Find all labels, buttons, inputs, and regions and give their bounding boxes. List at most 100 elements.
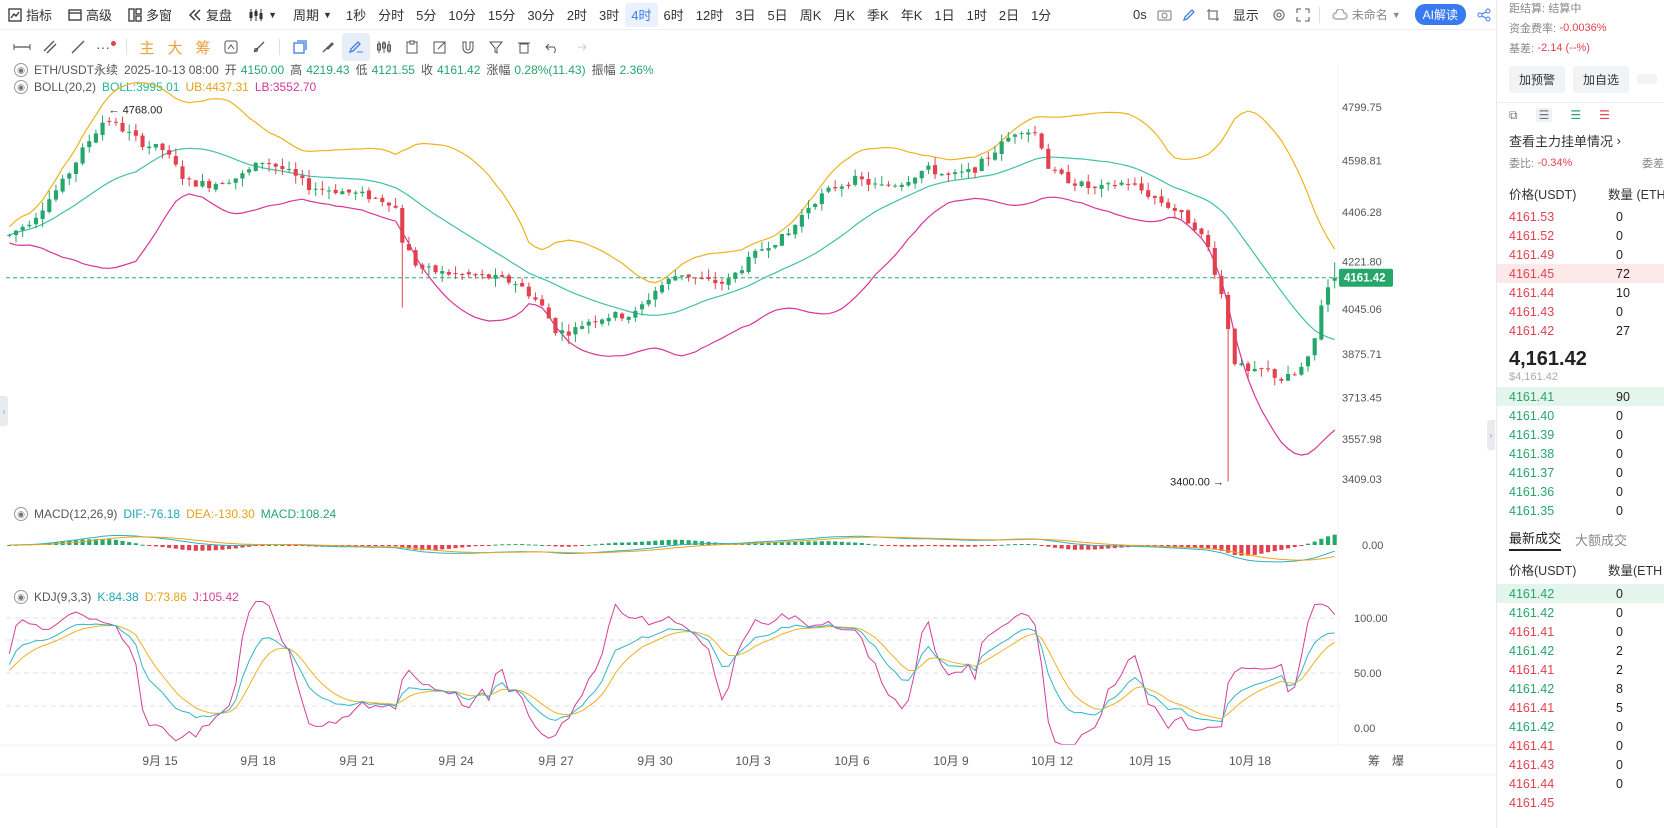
bid-row[interactable]: 4161.36 0 xyxy=(1497,482,1664,501)
bid-row[interactable]: 4161.35 0 xyxy=(1497,501,1664,520)
eye-icon[interactable]: ◉ xyxy=(14,80,28,94)
period-16[interactable]: 年K xyxy=(900,8,923,23)
ask-row[interactable]: 4161.42 27 xyxy=(1497,321,1664,340)
orderbook-bids-icon[interactable]: ☰ xyxy=(1570,108,1582,122)
right-collapse-handle[interactable]: › xyxy=(1487,420,1495,450)
add-watchlist-button[interactable]: 加自选 xyxy=(1573,65,1630,93)
period-18[interactable]: 1时 xyxy=(966,8,987,23)
period-5[interactable]: 30分 xyxy=(527,8,555,23)
period-20[interactable]: 1分 xyxy=(1031,8,1052,23)
chart-type-button[interactable]: ▼ xyxy=(240,0,285,30)
candle-tool-icon[interactable] xyxy=(370,33,398,61)
draw-active-icon[interactable] xyxy=(342,33,370,61)
more-button[interactable] xyxy=(1637,74,1658,84)
eye-icon[interactable]: ◉ xyxy=(14,507,28,521)
period-4[interactable]: 15分 xyxy=(487,8,516,23)
period-17[interactable]: 1日 xyxy=(934,8,955,23)
bid-row[interactable]: 4161.40 0 xyxy=(1497,406,1664,425)
period-0[interactable]: 1秒 xyxy=(345,8,367,23)
orderbook-both-icon[interactable]: ☰ xyxy=(1535,108,1553,122)
period-8[interactable]: 4时 xyxy=(625,2,658,27)
advanced-button[interactable]: 高级 xyxy=(60,0,120,30)
ask-row[interactable]: 4161.44 10 xyxy=(1497,283,1664,302)
redo-icon[interactable] xyxy=(566,33,594,61)
display-button[interactable]: 显示 xyxy=(1225,0,1267,30)
share-icon[interactable] xyxy=(1472,0,1496,30)
trade-row[interactable]: 4161.45 xyxy=(1497,793,1664,812)
replay-button[interactable]: 复盘 xyxy=(180,0,240,30)
ruler-icon[interactable] xyxy=(245,33,273,61)
parallel-lines-tool-icon[interactable] xyxy=(36,33,64,61)
period-9[interactable]: 6时 xyxy=(663,8,684,23)
bid-row[interactable]: 4161.39 0 xyxy=(1497,425,1664,444)
undo-icon[interactable] xyxy=(538,33,566,61)
camera-icon[interactable] xyxy=(1153,0,1177,30)
multi-window-button[interactable]: 多窗 xyxy=(120,0,180,30)
chip-tool[interactable]: 筹 xyxy=(195,39,211,57)
horizontal-line-tool-icon[interactable] xyxy=(8,33,36,61)
trade-row[interactable]: 4161.42 0 xyxy=(1497,584,1664,603)
trade-row[interactable]: 4161.42 0 xyxy=(1497,717,1664,736)
orderbook-asks-icon[interactable]: ☰ xyxy=(1599,108,1610,122)
bid-row[interactable]: 4161.38 0 xyxy=(1497,444,1664,463)
note-icon[interactable] xyxy=(426,33,454,61)
large-trades-tab[interactable]: 大额成交 xyxy=(1575,532,1628,548)
ask-row[interactable]: 4161.45 72 xyxy=(1497,264,1664,283)
bid-row[interactable]: 4161.41 90 xyxy=(1497,387,1664,406)
add-alert-button[interactable]: 加预警 xyxy=(1509,65,1566,93)
period-dropdown[interactable]: 周期 ▼ xyxy=(285,0,340,30)
main-force-tool[interactable]: 主 xyxy=(139,39,155,57)
filter-icon[interactable] xyxy=(482,33,510,61)
period-2[interactable]: 5分 xyxy=(416,8,437,23)
trade-row[interactable]: 4161.42 0 xyxy=(1497,603,1664,622)
period-7[interactable]: 3时 xyxy=(599,8,620,23)
period-13[interactable]: 周K xyxy=(799,8,822,23)
trade-row[interactable]: 4161.41 2 xyxy=(1497,660,1664,679)
period-14[interactable]: 月K xyxy=(833,8,856,23)
trade-row[interactable]: 4161.41 0 xyxy=(1497,622,1664,641)
orderbook-view-icon[interactable]: ⧉ xyxy=(1509,107,1518,122)
trend-line-tool-icon[interactable] xyxy=(64,33,92,61)
trade-row[interactable]: 4161.44 0 xyxy=(1497,774,1664,793)
ask-row[interactable]: 4161.49 0 xyxy=(1497,245,1664,264)
trade-row[interactable]: 4161.41 5 xyxy=(1497,698,1664,717)
trade-row[interactable]: 4161.43 0 xyxy=(1497,755,1664,774)
period-6[interactable]: 2时 xyxy=(566,8,588,23)
ask-row[interactable]: 4161.43 0 xyxy=(1497,302,1664,321)
ask-row[interactable]: 4161.52 0 xyxy=(1497,226,1664,245)
price-chart[interactable]: 4799.75 4598.81 4406.28 4221.80 4045.06 3875.… xyxy=(0,0,1496,828)
period-3[interactable]: 10分 xyxy=(448,8,476,23)
period-15[interactable]: 季K xyxy=(867,8,889,23)
period-11[interactable]: 3日 xyxy=(735,8,756,23)
trade-row[interactable]: 4161.42 2 xyxy=(1497,641,1664,660)
pencil-icon[interactable] xyxy=(1177,0,1201,30)
period-1[interactable]: 分时 xyxy=(378,8,405,23)
select-tool-icon[interactable] xyxy=(286,33,314,61)
layout-selector[interactable]: 未命名 ▼ xyxy=(1324,0,1409,30)
ask-row[interactable]: 4161.53 0 xyxy=(1497,207,1664,226)
more-tools-icon[interactable]: ··· xyxy=(92,33,120,61)
replace-icon[interactable] xyxy=(217,33,245,61)
ai-analysis-button[interactable]: AI解读 xyxy=(1414,4,1466,25)
period-19[interactable]: 2日 xyxy=(998,8,1020,23)
crop-icon[interactable] xyxy=(1201,0,1225,30)
fullscreen-icon[interactable] xyxy=(1291,0,1315,30)
trade-row[interactable]: 4161.41 0 xyxy=(1497,736,1664,755)
orderbook-title-link[interactable]: 查看主力挂单情况 › xyxy=(1497,127,1664,153)
trade-row[interactable]: 4161.42 8 xyxy=(1497,679,1664,698)
eye-icon[interactable]: ◉ xyxy=(14,590,28,604)
latest-trades-tab[interactable]: 最新成交 xyxy=(1509,528,1562,551)
left-collapse-handle[interactable]: ‹ xyxy=(0,396,8,426)
period-10[interactable]: 12时 xyxy=(695,8,724,23)
trash-icon[interactable] xyxy=(510,33,538,61)
indicators-button[interactable]: 指标 xyxy=(0,0,60,30)
bid-row[interactable]: 4161.37 0 xyxy=(1497,463,1664,482)
large-order-tool[interactable]: 大 xyxy=(167,39,183,57)
row-qty: 0 xyxy=(1616,757,1623,772)
magnet-icon[interactable] xyxy=(454,33,482,61)
period-12[interactable]: 5日 xyxy=(767,8,788,23)
brush-icon[interactable] xyxy=(314,33,342,61)
eye-icon[interactable]: ◉ xyxy=(14,62,28,77)
settings-icon[interactable] xyxy=(1267,0,1291,30)
clipboard-icon[interactable] xyxy=(398,33,426,61)
